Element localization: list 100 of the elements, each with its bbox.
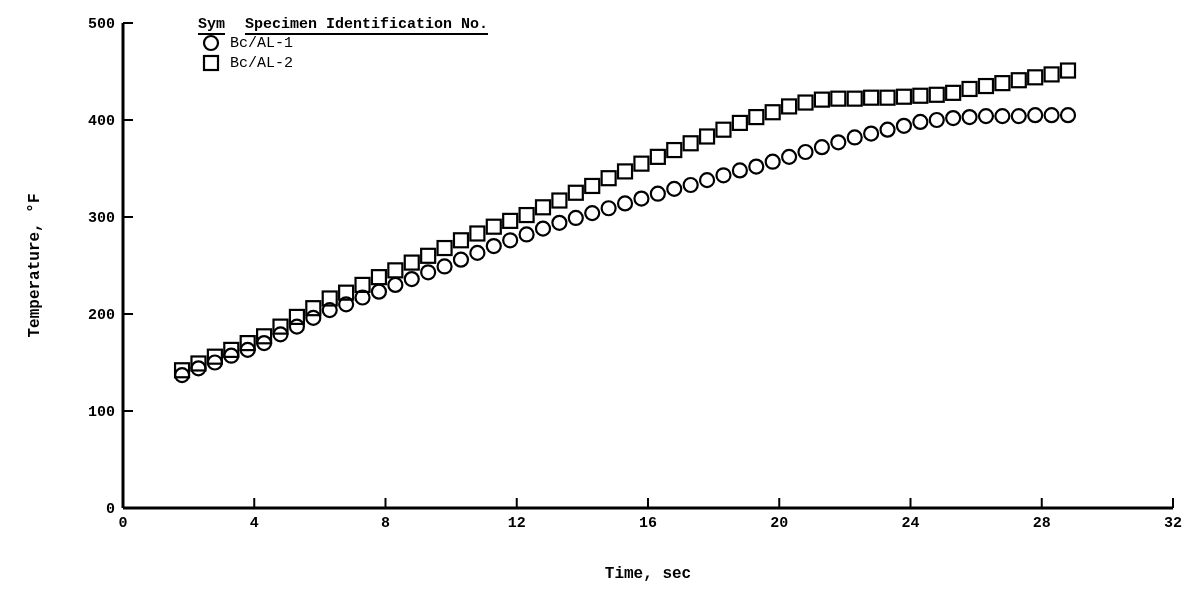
point	[994, 75, 1011, 92]
point	[846, 129, 863, 146]
point	[502, 212, 519, 229]
point	[354, 276, 371, 293]
point	[666, 141, 683, 159]
point	[1059, 107, 1077, 124]
point	[551, 192, 568, 209]
point	[370, 269, 388, 286]
point	[715, 121, 732, 138]
point	[731, 162, 748, 179]
point	[485, 218, 502, 235]
point	[945, 84, 962, 101]
point	[534, 220, 552, 237]
point	[945, 109, 962, 127]
x-axis-title: Time, sec	[604, 565, 692, 583]
point	[288, 318, 306, 335]
point	[928, 86, 945, 103]
point	[715, 167, 732, 184]
point	[616, 163, 634, 180]
point	[633, 155, 650, 172]
point	[1059, 62, 1077, 79]
point	[452, 251, 470, 268]
x-tick-label: 16	[638, 514, 658, 532]
point	[813, 139, 831, 156]
x-tick-label: 20	[770, 514, 789, 532]
point	[567, 184, 584, 201]
y-tick-label: 400	[87, 113, 115, 131]
point	[1010, 72, 1027, 89]
point	[288, 308, 306, 326]
point	[1043, 66, 1060, 83]
point	[731, 114, 748, 132]
point	[206, 348, 223, 365]
y-tick-label: 0	[105, 501, 115, 519]
point	[223, 341, 240, 358]
point	[764, 104, 781, 121]
point	[1010, 108, 1027, 125]
point	[223, 347, 240, 364]
point	[239, 335, 256, 352]
point	[1043, 107, 1060, 124]
point	[469, 244, 486, 261]
point	[682, 176, 699, 194]
point	[600, 200, 617, 217]
point	[518, 226, 535, 243]
point	[534, 199, 552, 216]
point	[338, 296, 355, 313]
point	[994, 108, 1011, 125]
point	[190, 360, 207, 377]
point	[1027, 107, 1044, 124]
point	[797, 94, 814, 111]
point	[1027, 69, 1044, 86]
point	[190, 355, 207, 372]
point	[272, 318, 289, 335]
point	[354, 289, 371, 306]
point	[863, 125, 880, 142]
point	[633, 190, 650, 207]
point	[977, 77, 995, 95]
legend-label: Bc/AL-1	[230, 34, 294, 52]
point	[469, 225, 486, 242]
point	[403, 254, 420, 271]
point	[173, 362, 191, 379]
point	[895, 117, 913, 134]
point	[682, 135, 699, 152]
point	[518, 206, 535, 224]
point	[321, 290, 338, 307]
point	[748, 158, 765, 175]
legend-label: Bc/AL-2	[230, 54, 294, 72]
point	[321, 302, 338, 319]
point	[436, 258, 453, 275]
point	[912, 113, 929, 131]
point	[698, 128, 716, 145]
point	[961, 80, 978, 98]
point	[452, 232, 470, 249]
point	[813, 91, 831, 108]
point	[846, 90, 863, 107]
point	[764, 153, 781, 170]
point	[567, 209, 584, 227]
point	[600, 170, 617, 187]
point	[830, 90, 847, 107]
point	[649, 185, 666, 202]
point	[879, 89, 896, 106]
legend-title: Specimen Identification No.	[245, 16, 489, 35]
x-tick-label: 0	[118, 514, 128, 532]
x-tick-label: 8	[380, 514, 391, 532]
point	[485, 238, 502, 255]
point	[206, 354, 223, 371]
x-tick-label: 32	[1163, 514, 1183, 532]
point	[879, 121, 896, 138]
point	[420, 264, 437, 281]
point	[977, 108, 995, 125]
x-tick-label: 4	[249, 514, 259, 532]
y-tick-label: 100	[87, 404, 115, 422]
y-tick-label: 300	[87, 210, 115, 228]
x-tick-label: 12	[507, 514, 526, 532]
point	[255, 328, 273, 345]
point	[863, 89, 880, 106]
point	[272, 326, 289, 343]
point	[239, 341, 256, 358]
point	[420, 247, 437, 264]
y-axis-title: Temperature, °F	[25, 193, 44, 338]
point	[830, 134, 847, 151]
